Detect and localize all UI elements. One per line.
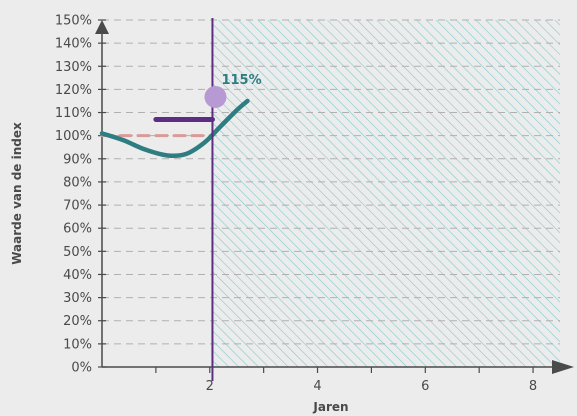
labels-layer: 0% 10% 20% 30% 40% 50% 60% 70% 80% 90% 100% 110% 120… <box>10 14 537 415</box>
x-tick-label: 6 <box>421 379 429 394</box>
y-tick-label: 110% <box>55 106 92 121</box>
y-tick-label: 20% <box>63 314 92 329</box>
y-tick-label: 30% <box>63 291 92 306</box>
y-axis-arrow <box>95 20 109 34</box>
data-layer <box>99 18 250 381</box>
y-tick-label: 80% <box>63 175 92 190</box>
y-tick-label: 120% <box>55 83 92 98</box>
y-axis-label: Waarde van de index <box>10 122 24 265</box>
y-tick-label: 0% <box>71 361 92 376</box>
y-tick-label: 130% <box>55 60 92 75</box>
y-tick-label: 90% <box>63 152 92 167</box>
y-tick-label: 10% <box>63 337 92 352</box>
x-axis-label: Jaren <box>312 400 348 414</box>
y-tick-label: 140% <box>55 37 92 52</box>
highlight-point-label: 115% <box>221 73 261 88</box>
shaded-region-layer <box>212 20 561 367</box>
x-axis-arrow <box>552 360 574 374</box>
y-tick-label: 60% <box>63 222 92 237</box>
y-tick-label: 70% <box>63 199 92 214</box>
x-tick-label: 4 <box>313 379 321 394</box>
series-line <box>99 98 250 159</box>
y-tick-label: 50% <box>63 245 92 260</box>
shaded-forecast-region <box>212 20 561 367</box>
x-tick-label: 2 <box>206 379 214 394</box>
y-tick-label: 100% <box>55 129 92 144</box>
x-tick-label: 8 <box>529 379 537 394</box>
y-tick-label: 150% <box>55 14 92 29</box>
highlight-point <box>204 85 227 108</box>
y-tick-label: 40% <box>63 268 92 283</box>
axes-layer <box>95 19 574 374</box>
